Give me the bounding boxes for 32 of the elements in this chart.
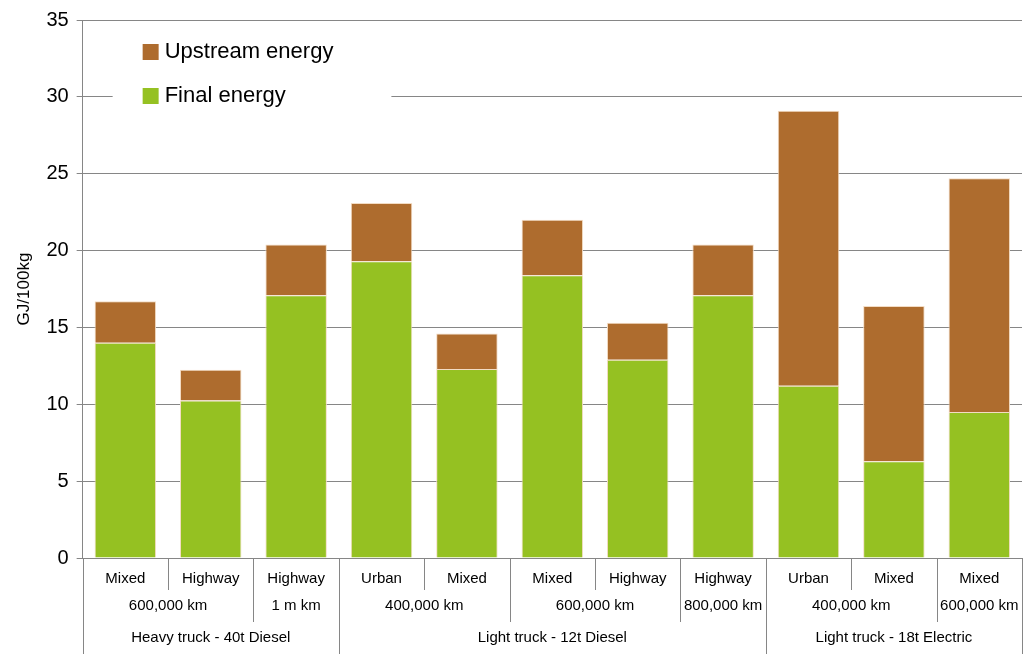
y-tick-label: 30 xyxy=(46,84,69,107)
y-tick-label: 5 xyxy=(57,468,69,491)
x-tick-label: Highway xyxy=(608,569,667,587)
y-tick-label: 10 xyxy=(46,391,69,414)
text: 400,000 km xyxy=(385,596,464,614)
text: 600,000 km xyxy=(940,596,1019,614)
text: Heavy truck - 40t Diesel xyxy=(131,628,291,646)
y-tick-label: 0 xyxy=(57,545,69,568)
y-tick-label: 35 xyxy=(46,7,69,30)
text: 600,000 km xyxy=(555,596,635,614)
text: 1 m km xyxy=(271,596,321,614)
text: Light truck - 12t Diesel xyxy=(477,628,627,646)
x-tick-label: Urban xyxy=(788,569,829,587)
x-tick-label: Urban xyxy=(361,569,402,587)
text: Light truck - 18t Electric xyxy=(815,628,973,646)
x-tick-label: Mixed xyxy=(105,569,146,587)
y-tick-label: 20 xyxy=(46,238,69,261)
x-tick-label: Mixed xyxy=(959,569,1000,587)
x-tick-label: Highway xyxy=(694,569,753,587)
y-tick-label: 15 xyxy=(46,314,69,337)
text: 800,000 km xyxy=(683,596,763,614)
legend-label: Final energy xyxy=(164,82,286,108)
text: 400,000 km xyxy=(812,596,891,614)
y-tick-label: 25 xyxy=(46,161,69,184)
x-tick-label: Highway xyxy=(181,569,240,587)
x-tick-label: Mixed xyxy=(532,569,573,587)
x-tick-label: Highway xyxy=(267,569,326,587)
legend-label: Upstream energy xyxy=(164,38,334,64)
y-axis-title: GJ/100kg xyxy=(13,252,33,326)
x-tick-label: Mixed xyxy=(446,569,487,587)
text: 600,000 km xyxy=(128,596,208,614)
x-tick-label: Mixed xyxy=(873,569,914,587)
